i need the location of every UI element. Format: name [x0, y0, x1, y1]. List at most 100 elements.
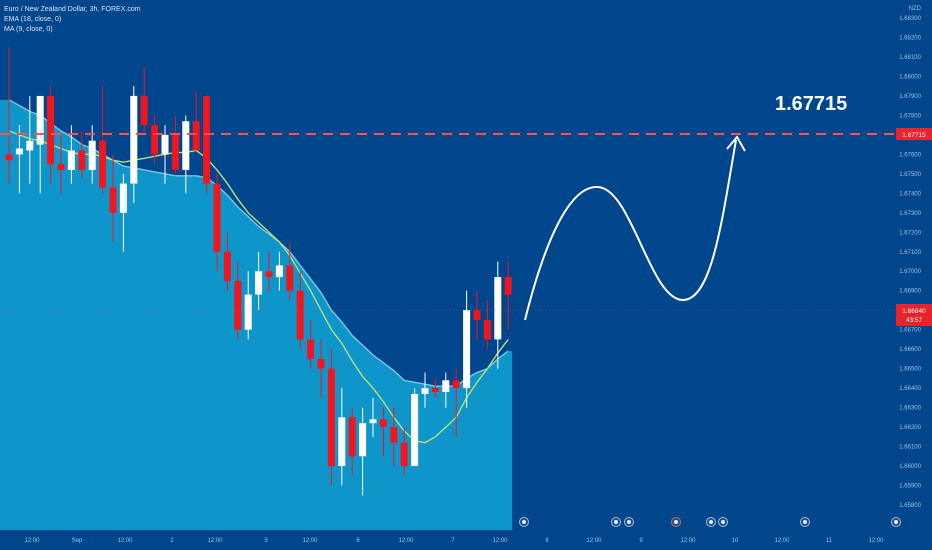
- target-price-tag: [896, 128, 932, 140]
- y-tick-label: 1.66500: [899, 367, 921, 373]
- y-tick-label: 1.67000: [899, 269, 921, 275]
- event-icon[interactable]: [706, 517, 716, 527]
- indicator-legend: Euro / New Zealand Dollar, 3h, FOREX.com…: [4, 5, 141, 35]
- event-icon[interactable]: [800, 517, 810, 527]
- candle: [171, 115, 179, 174]
- candle: [203, 95, 211, 194]
- x-tick-label: 6: [356, 538, 360, 544]
- candle-body: [57, 164, 65, 170]
- y-tick-label: 1.66200: [899, 425, 921, 431]
- candle: [234, 261, 242, 340]
- candle: [182, 115, 190, 194]
- candle: [161, 125, 169, 184]
- y-tick-label: 1.67400: [899, 191, 921, 197]
- target-price-tag-text: 1.67715: [902, 132, 926, 139]
- candle-body: [483, 319, 491, 340]
- candle-body: [171, 134, 179, 170]
- candle: [255, 251, 263, 311]
- candle: [431, 378, 439, 398]
- legend-ema[interactable]: EMA (18, close, 0): [4, 16, 62, 23]
- event-icon[interactable]: [891, 517, 901, 527]
- candle: [442, 372, 450, 408]
- candle: [307, 319, 315, 369]
- candle-body: [140, 95, 148, 126]
- event-icon[interactable]: [624, 517, 634, 527]
- candle-body: [442, 380, 450, 393]
- candle-body: [255, 271, 263, 295]
- y-tick-label: 1.67300: [899, 211, 921, 217]
- candle: [275, 251, 283, 291]
- candle-body: [47, 95, 55, 165]
- candle: [411, 388, 419, 467]
- candle: [244, 271, 252, 340]
- candle: [327, 349, 335, 486]
- event-icon[interactable]: [718, 517, 728, 527]
- x-tick-label: 12:00: [302, 538, 318, 544]
- y-tick-label: 1.68100: [899, 55, 921, 61]
- candle-body: [452, 380, 460, 389]
- candle-body: [348, 417, 356, 457]
- candle-body: [78, 150, 86, 170]
- candle: [317, 339, 325, 398]
- candle-body: [390, 427, 398, 443]
- y-tick-label: 1.66300: [899, 406, 921, 412]
- candle-body: [379, 419, 387, 428]
- candle: [265, 251, 273, 291]
- event-icon[interactable]: [519, 517, 529, 527]
- candle-body: [109, 187, 117, 213]
- candle: [286, 242, 294, 301]
- candle-body: [338, 417, 346, 467]
- candle-body: [234, 280, 242, 330]
- candle-body: [244, 294, 252, 330]
- legend-symbol[interactable]: Euro / New Zealand Dollar, 3h, FOREX.com: [4, 6, 141, 13]
- candlesticks: [5, 47, 512, 496]
- projection-curve: [524, 139, 737, 321]
- candle: [109, 154, 117, 243]
- event-icon[interactable]: [611, 517, 621, 527]
- candle-body: [369, 419, 377, 424]
- x-tick-label: 12:00: [680, 538, 696, 544]
- x-tick-label: 11: [826, 538, 833, 544]
- candle-body: [504, 277, 512, 295]
- y-tick-label: 1.68300: [899, 16, 921, 22]
- candle-body: [411, 393, 419, 467]
- y-tick-label: 1.66700: [899, 328, 921, 334]
- y-tick-label: 1.66000: [899, 464, 921, 470]
- candle-body: [431, 388, 439, 393]
- candle: [140, 66, 148, 135]
- candle: [452, 368, 460, 437]
- candle-body: [463, 310, 471, 389]
- candle-body: [296, 290, 304, 340]
- legend-ma[interactable]: MA (9, close, 0): [4, 26, 53, 33]
- y-tick-label: 1.67100: [899, 250, 921, 256]
- x-tick-label: 8: [545, 538, 549, 544]
- x-tick-label: 2: [170, 538, 174, 544]
- x-tick-label: 3: [264, 538, 268, 544]
- candle: [473, 290, 481, 340]
- candle-body: [5, 154, 13, 161]
- candle-body: [213, 183, 221, 252]
- candle: [483, 300, 491, 350]
- y-tick-label: 1.66600: [899, 347, 921, 353]
- event-icon[interactable]: [671, 517, 681, 527]
- candle-body: [161, 134, 169, 155]
- x-tick-label: 12:00: [586, 538, 602, 544]
- candle-body: [99, 140, 107, 188]
- candle: [494, 261, 502, 369]
- last-price-tag-text: 1.66840: [902, 308, 926, 315]
- candle-body: [265, 271, 273, 278]
- y-tick-label: 1.68000: [899, 74, 921, 80]
- candle-body: [203, 95, 211, 184]
- candle-body: [36, 95, 44, 145]
- candle: [359, 407, 367, 496]
- y-tick-label: 1.67800: [899, 113, 921, 119]
- candle-body: [130, 95, 138, 184]
- candle: [213, 173, 221, 272]
- x-tick-label: 9: [639, 538, 643, 544]
- candle-body: [88, 140, 96, 170]
- y-tick-label: 1.66100: [899, 445, 921, 451]
- candle-body: [317, 358, 325, 369]
- candle-body: [182, 121, 190, 170]
- candle: [36, 95, 44, 194]
